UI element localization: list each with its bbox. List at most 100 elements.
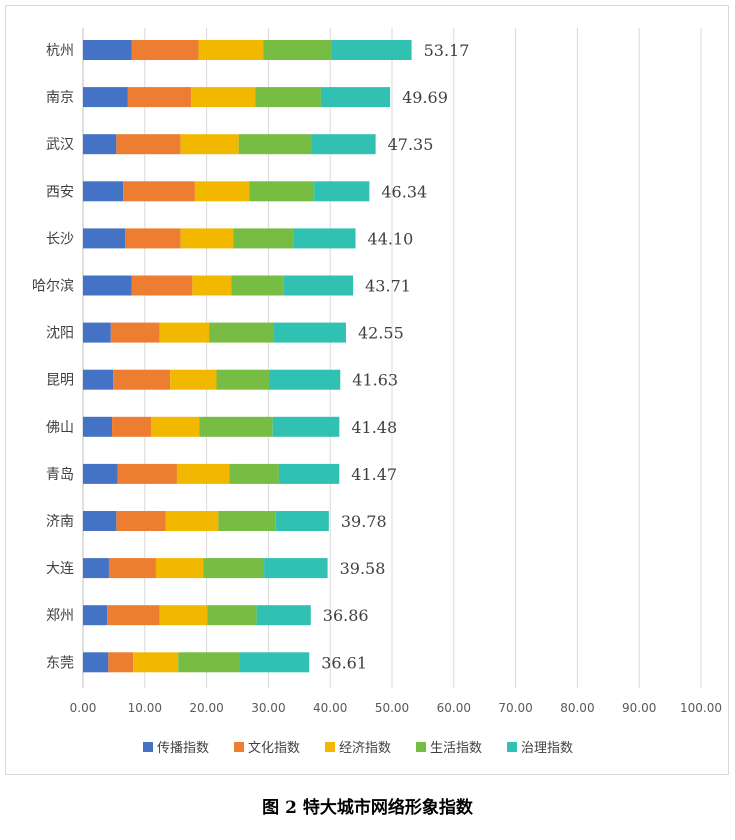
x-tick-label: 80.00 <box>560 701 594 715</box>
bar-segment-文化指数 <box>131 40 199 60</box>
legend-swatch <box>416 742 426 752</box>
bar-segment-文化指数 <box>108 652 134 673</box>
total-data-label: 47.35 <box>388 135 434 154</box>
bar-segment-经济指数 <box>176 463 230 484</box>
bar-segment-生活指数 <box>249 181 315 202</box>
total-data-label: 36.61 <box>321 653 367 672</box>
total-data-label: 39.58 <box>340 559 386 578</box>
bar-segment-经济指数 <box>170 369 217 390</box>
bar-segment-治理指数 <box>293 228 356 249</box>
category-label: 长沙 <box>46 231 74 247</box>
category-label: 郑州 <box>46 608 74 624</box>
legend-swatch <box>234 742 244 752</box>
x-tick-label: 0.00 <box>70 701 97 715</box>
bar-segment-治理指数 <box>239 652 310 673</box>
legend-label: 生活指数 <box>430 741 482 756</box>
category-label: 武汉 <box>46 137 74 153</box>
bar-segment-生活指数 <box>263 40 332 60</box>
bar-segment-生活指数 <box>233 228 294 249</box>
x-tick-label: 90.00 <box>622 701 656 715</box>
bar-segment-治理指数 <box>314 181 370 202</box>
bar-segment-传播指数 <box>83 463 118 484</box>
bar-segment-传播指数 <box>83 275 132 296</box>
x-tick-label: 40.00 <box>313 701 347 715</box>
chart-frame <box>5 5 729 775</box>
bar-segment-文化指数 <box>116 134 181 155</box>
bar-segment-文化指数 <box>123 181 195 202</box>
bar-segment-经济指数 <box>180 228 234 249</box>
bar-segment-传播指数 <box>83 416 113 437</box>
bar-segment-治理指数 <box>273 322 346 343</box>
bar-segment-经济指数 <box>191 87 256 108</box>
bar-segment-传播指数 <box>83 134 117 155</box>
bar-segment-文化指数 <box>113 369 171 390</box>
x-tick-label: 20.00 <box>189 701 223 715</box>
bar-segment-治理指数 <box>278 463 340 484</box>
bar-segment-文化指数 <box>117 463 177 484</box>
bar-segment-传播指数 <box>83 181 124 202</box>
total-data-label: 44.10 <box>368 229 414 248</box>
x-tick-label: 10.00 <box>128 701 162 715</box>
bar-segment-传播指数 <box>83 652 109 673</box>
total-data-label: 46.34 <box>381 182 427 201</box>
category-label: 南京 <box>46 90 74 106</box>
bar-segment-文化指数 <box>112 416 151 437</box>
category-label: 沈阳 <box>46 326 74 342</box>
category-label: 西安 <box>46 184 74 200</box>
bar-segment-传播指数 <box>83 228 126 249</box>
category-label: 昆明 <box>46 373 74 389</box>
bar-segment-经济指数 <box>159 605 208 626</box>
total-data-label: 41.48 <box>351 418 397 437</box>
bar-segment-治理指数 <box>264 558 328 579</box>
x-tick-label: 30.00 <box>251 701 285 715</box>
category-label: 佛山 <box>46 420 74 436</box>
bar-segment-经济指数 <box>155 558 204 579</box>
total-data-label: 49.69 <box>402 88 448 107</box>
total-data-label: 36.86 <box>323 606 369 625</box>
x-tick-label: 50.00 <box>375 701 409 715</box>
bar-segment-治理指数 <box>269 369 341 390</box>
x-tick-label: 70.00 <box>498 701 532 715</box>
bar-segment-经济指数 <box>192 275 232 296</box>
bar-segment-治理指数 <box>320 87 391 108</box>
total-data-label: 41.47 <box>351 465 397 484</box>
bar-segment-生活指数 <box>255 87 321 108</box>
category-label: 济南 <box>46 514 74 530</box>
total-data-label: 43.71 <box>365 277 411 296</box>
bar-segment-生活指数 <box>178 652 240 673</box>
figure-caption: 图 2 特大城市网络形象指数 <box>262 798 473 818</box>
bar-segment-传播指数 <box>83 87 128 108</box>
category-label: 杭州 <box>46 43 74 59</box>
bar-segment-文化指数 <box>110 322 160 343</box>
bar-segment-治理指数 <box>272 416 340 437</box>
legend-label: 经济指数 <box>339 741 391 756</box>
bar-segment-生活指数 <box>238 134 312 155</box>
bar-segment-传播指数 <box>83 322 111 343</box>
bar-segment-治理指数 <box>311 134 376 155</box>
bar-segment-治理指数 <box>283 275 354 296</box>
bar-segment-文化指数 <box>127 87 192 108</box>
category-label: 哈尔滨 <box>32 279 74 295</box>
bar-segment-生活指数 <box>229 463 279 484</box>
legend-swatch <box>507 742 517 752</box>
bar-segment-传播指数 <box>83 40 132 60</box>
bar-segment-经济指数 <box>150 416 200 437</box>
bar-segment-文化指数 <box>116 511 166 531</box>
bar-segment-文化指数 <box>131 275 193 296</box>
total-data-label: 41.63 <box>352 371 398 390</box>
total-data-label: 53.17 <box>424 41 470 60</box>
bar-segment-文化指数 <box>125 228 181 249</box>
total-data-label: 42.55 <box>358 324 404 343</box>
bar-segment-生活指数 <box>231 275 284 296</box>
legend-swatch <box>325 742 335 752</box>
x-tick-label: 100.00 <box>680 701 722 715</box>
bar-segment-治理指数 <box>331 40 412 60</box>
bar-segment-传播指数 <box>83 511 117 531</box>
category-label: 东莞 <box>46 655 74 671</box>
bar-segment-生活指数 <box>218 511 276 531</box>
bar-segment-经济指数 <box>133 652 179 673</box>
category-label: 大连 <box>46 561 74 577</box>
bar-segment-经济指数 <box>194 181 250 202</box>
bar-segment-生活指数 <box>203 558 265 579</box>
legend-label: 传播指数 <box>157 741 209 756</box>
